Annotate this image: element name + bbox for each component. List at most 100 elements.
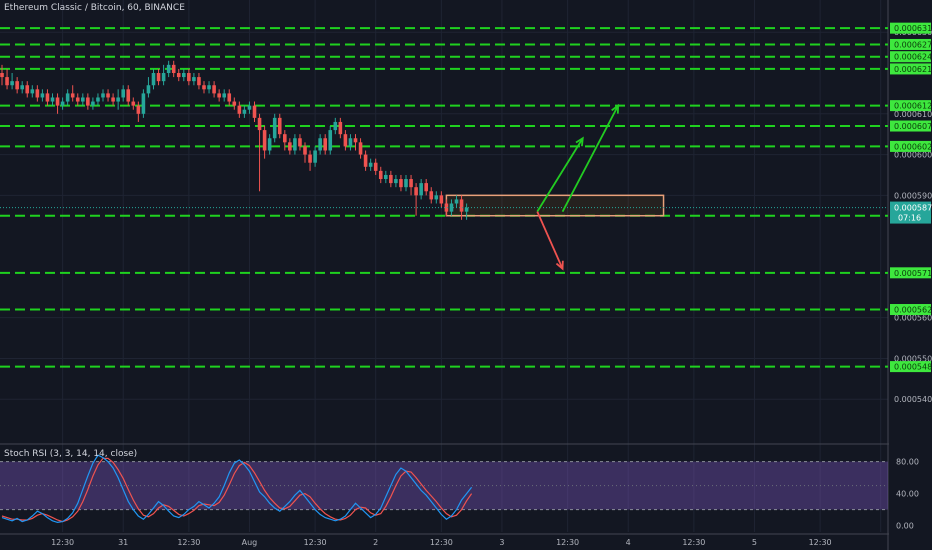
candle-body	[288, 142, 292, 151]
price-tick-label: 0.000540	[894, 395, 932, 404]
candle-body	[404, 179, 408, 188]
candle-body	[15, 81, 19, 90]
candle-body	[419, 183, 423, 196]
support-resistance-levels	[0, 27, 888, 368]
candle-body	[399, 179, 403, 188]
chart-title: Ethereum Classic / Bitcoin, 60, BINANCE	[4, 3, 185, 13]
time-tick-label: Aug	[242, 538, 258, 547]
stoch-rsi-pane	[0, 454, 888, 524]
candle-body	[35, 89, 40, 98]
last-price-label: 0.000587	[894, 204, 932, 213]
candle-body	[227, 93, 232, 102]
candle-body	[182, 73, 186, 78]
candle-body	[298, 138, 302, 147]
candle-body	[101, 93, 105, 98]
time-tick-label: 12:30	[177, 538, 200, 547]
level-price-tag	[890, 63, 931, 75]
candle-body	[454, 199, 459, 204]
candle-body	[283, 134, 287, 143]
candle-body	[192, 77, 196, 82]
candle-body	[409, 179, 413, 188]
candle-body	[171, 64, 176, 74]
time-tick-label: 5	[752, 538, 757, 547]
level-price-label: 0.000621	[894, 65, 932, 74]
candle-body	[166, 64, 171, 74]
candle-body	[55, 97, 60, 106]
candle-body	[197, 77, 201, 86]
level-price-tag	[890, 51, 931, 63]
candle-body	[222, 93, 226, 98]
level-price-label: 0.000624	[894, 53, 932, 62]
candle-body	[10, 81, 14, 86]
price-tick-label: 0.000610	[894, 110, 932, 119]
candle-body	[267, 138, 272, 151]
candle-body	[20, 85, 24, 90]
candle-body	[151, 73, 156, 86]
candlesticks	[0, 60, 888, 220]
candle-body	[348, 138, 353, 147]
candle-body	[439, 195, 444, 204]
candle-body	[262, 130, 267, 151]
time-tick-label: 12:30	[304, 538, 327, 547]
time-tick-label: 12:30	[682, 538, 705, 547]
countdown-label: 07:16	[898, 214, 921, 223]
candle-body	[45, 93, 50, 102]
candle-body	[303, 146, 307, 155]
time-tick-label: 12:30	[51, 538, 74, 547]
candle-body	[81, 97, 85, 102]
candle-body	[272, 117, 277, 139]
candle-body	[91, 101, 95, 106]
candle-body	[131, 101, 136, 106]
candle-body	[202, 85, 206, 90]
candle-body	[232, 101, 237, 106]
candle-body	[338, 121, 343, 135]
price-tick-label: 0.000590	[894, 191, 932, 200]
time-tick-label: 12:30	[430, 538, 453, 547]
level-price-tag	[890, 120, 931, 132]
candle-body	[323, 138, 327, 151]
candle-body	[187, 73, 191, 82]
consolidation-zone	[445, 194, 665, 217]
candle-body	[449, 203, 454, 212]
candle-body	[86, 97, 90, 106]
candle-body	[368, 162, 373, 167]
level-price-label: 0.000631	[894, 24, 932, 33]
candle-body	[252, 105, 257, 118]
candle-body	[277, 117, 282, 135]
level-price-tag	[890, 22, 931, 34]
candle-body	[40, 93, 45, 98]
level-price-label: 0.000627	[894, 40, 932, 49]
indicator-title: Stoch RSI (3, 3, 14, 14, close)	[4, 449, 138, 459]
price-tick-label: 0.000560	[894, 314, 932, 323]
candle-body	[111, 97, 115, 102]
rsi-d-line	[1, 457, 473, 523]
candle-body	[434, 195, 439, 200]
level-price-tag	[890, 304, 931, 316]
candle-body	[75, 97, 80, 102]
time-tick-label: 31	[118, 538, 128, 547]
candle-body	[96, 97, 100, 102]
price-tick-label: 0.000600	[894, 151, 932, 160]
level-price-tag	[890, 140, 931, 152]
candle-body	[237, 105, 242, 114]
candle-body	[257, 117, 262, 131]
level-price-label: 0.000571	[894, 269, 932, 278]
candle-body	[313, 150, 317, 163]
candle-body	[116, 97, 120, 102]
candle-body	[293, 138, 297, 151]
time-tick-label: 4	[626, 538, 631, 547]
candle-body	[333, 121, 338, 131]
candle-body	[459, 199, 464, 212]
candle-body	[212, 85, 216, 94]
candle-body	[146, 85, 151, 94]
level-price-label: 0.000602	[894, 142, 932, 151]
candle-body	[353, 138, 358, 143]
time-axis: 12:30 31 12:30 Aug 12:30 2 12:30 3 12:30 4 12:30 5 1…	[51, 538, 832, 547]
candle-body	[121, 89, 125, 98]
rsi-k-line	[1, 454, 473, 524]
candle-body	[247, 105, 252, 110]
time-tick-label: 3	[499, 538, 504, 547]
candle-body	[424, 183, 428, 192]
candle-body	[318, 138, 322, 151]
